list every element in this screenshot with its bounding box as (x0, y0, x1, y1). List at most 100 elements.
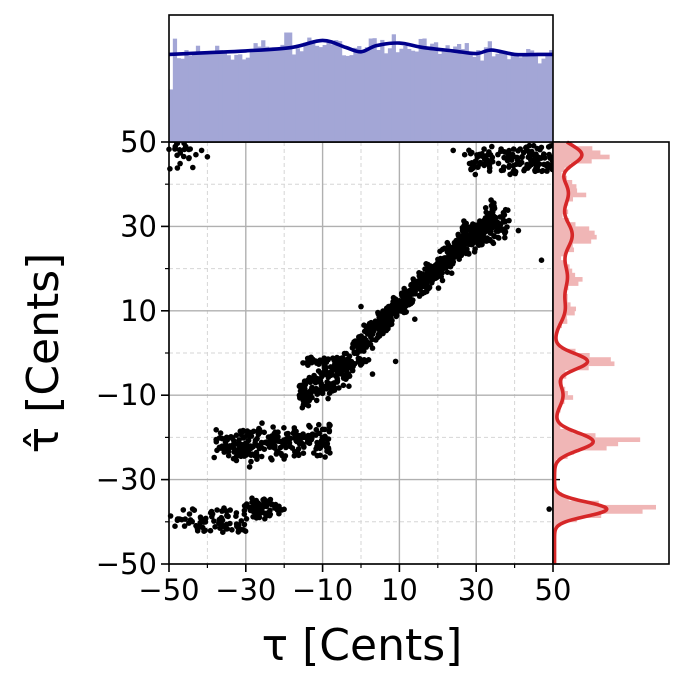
scatter-point (435, 285, 442, 291)
scatter-point (419, 289, 425, 296)
scatter-point (491, 205, 498, 212)
scatter-point (515, 227, 522, 234)
x-tick-label: 10 (381, 573, 418, 607)
top-histogram-bar (514, 55, 519, 142)
scatter-point (233, 510, 240, 516)
scatter-point (514, 154, 520, 161)
scatter-point (198, 147, 205, 154)
scatter-point (455, 231, 462, 238)
scatter-point (390, 307, 397, 313)
right-histogram-bar (553, 353, 590, 358)
top-histogram-bar (403, 45, 408, 142)
scatter-point (383, 305, 390, 312)
right-histogram-bar (553, 416, 556, 421)
right-marginal-histogram (552, 140, 670, 565)
right-histogram-bar (553, 500, 599, 506)
scatter-point (481, 146, 487, 152)
scatter-point (340, 358, 347, 364)
scatter-point (241, 503, 248, 509)
scatter-point (196, 524, 202, 530)
top-histogram-bar (410, 50, 416, 142)
top-histogram-bar (537, 63, 542, 142)
scatter-point (538, 144, 545, 151)
right-histogram-bar (553, 167, 565, 172)
scatter-point (322, 426, 328, 433)
right-histogram-bar (553, 268, 573, 274)
right-histogram-bar (553, 382, 563, 388)
scatter-point (182, 516, 188, 522)
scatter-point (302, 381, 309, 388)
top-histogram-bar (533, 54, 539, 142)
scatter-point (189, 506, 196, 512)
top-histogram-bar (422, 38, 427, 142)
top-histogram-bar (230, 59, 235, 142)
scatter-point (350, 343, 357, 349)
scatter-point (369, 371, 376, 377)
right-histogram-bar (553, 521, 562, 527)
scatter-point (176, 147, 183, 153)
scatter-point (182, 143, 189, 150)
right-histogram-bar (553, 378, 563, 383)
scatter-point (216, 520, 222, 527)
scatter-point (370, 322, 376, 329)
scatter-point (404, 292, 411, 299)
scatter-point (221, 436, 228, 442)
scatter-point (248, 458, 254, 465)
scatter-point (217, 430, 224, 436)
scatter-point (361, 348, 367, 354)
scatter-point (187, 517, 194, 523)
scatter-point (485, 151, 492, 158)
right-histogram-bar (553, 222, 576, 227)
scatter-point (512, 170, 518, 177)
scatter-point (313, 426, 320, 433)
scatter-point (489, 143, 495, 150)
top-histogram-bar (526, 48, 531, 142)
top-histogram-bar (207, 51, 212, 142)
top-histogram-bar (495, 53, 500, 142)
scatter-point (324, 371, 330, 378)
scatter-point (469, 165, 476, 172)
scatter-point (402, 304, 408, 310)
scatter-point (477, 161, 483, 167)
scatter-point (367, 341, 374, 348)
scatter-point (515, 148, 521, 154)
scatter-point (217, 445, 223, 451)
scatter-point (343, 350, 350, 357)
scatter-point (336, 385, 342, 391)
scatter-point (270, 424, 276, 430)
scatter-point (247, 429, 254, 436)
right-histogram-bar (553, 348, 576, 354)
scatter-point (267, 507, 273, 514)
right-histogram-bar (553, 399, 565, 405)
top-histogram-bar (326, 40, 331, 142)
scatter-point (204, 154, 211, 160)
top-histogram-bar (506, 59, 512, 142)
top-histogram-bar (491, 56, 496, 142)
x-tick-label: −10 (292, 573, 353, 607)
right-histogram-bar (553, 517, 577, 523)
right-histogram-bar (553, 243, 573, 248)
right-histogram-bar (553, 420, 560, 426)
x-tick-label: 30 (458, 573, 495, 607)
scatter-point (448, 270, 455, 277)
scatter-point (426, 284, 433, 291)
scatter-point (258, 439, 265, 446)
scatter-point (472, 246, 478, 252)
scatter-point (305, 402, 312, 409)
top-histogram-bar (337, 41, 343, 143)
scatter-point (451, 239, 458, 246)
right-kde-curve (552, 140, 609, 565)
scatter-point (233, 432, 240, 439)
scatter-point (533, 151, 539, 157)
scatter-point (261, 498, 268, 504)
scatter-point (538, 257, 545, 264)
scatter-point (261, 429, 268, 436)
scatter-point (325, 356, 332, 363)
scatter-point (488, 197, 494, 203)
scatter-point (510, 146, 517, 152)
scatter-point (225, 449, 232, 455)
scatter-point (334, 379, 340, 385)
right-histogram-bar (553, 496, 569, 502)
scatter-point (328, 364, 334, 370)
